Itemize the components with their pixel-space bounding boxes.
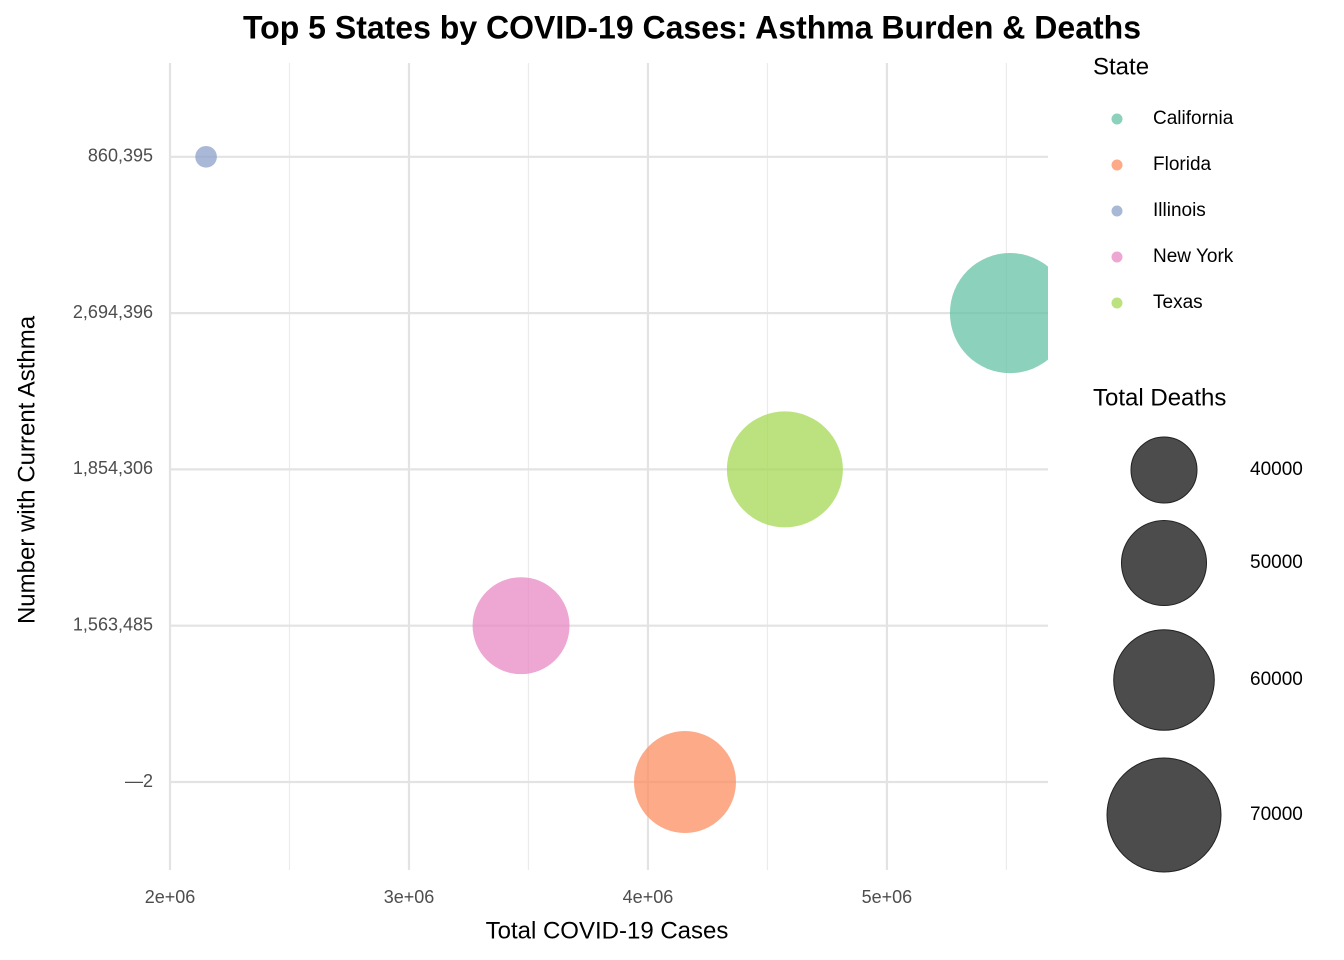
x-tick-label: 5e+06 [862,887,913,907]
x-tick-label: 3e+06 [384,887,435,907]
legend-swatch [1111,251,1123,263]
legend-swatch [1111,297,1123,309]
y-tick-label: 1,854,306 [73,458,153,478]
size-legend-key [1130,436,1198,504]
size-legend-key [1113,629,1215,731]
legend-label: Florida [1153,154,1212,175]
size-legend-label: 50000 [1250,552,1303,573]
size-legend-key [1106,757,1222,873]
x-tick-label: 4e+06 [623,887,674,907]
size-legend-label: 40000 [1250,459,1303,480]
y-tick-label: —2 [125,771,153,791]
legend-swatch [1111,205,1123,217]
legend-label: Texas [1153,292,1203,313]
points [195,145,1048,833]
size-legend-key [1120,519,1208,607]
legend-label: Illinois [1153,200,1206,221]
legend-label: New York [1153,246,1234,267]
bubble [195,145,217,168]
x-tick-label: 2e+06 [145,887,196,907]
bubble [633,731,736,833]
size-legend-label: 70000 [1250,804,1303,825]
legend-swatch [1111,113,1123,125]
y-tick-label: 860,395 [88,146,153,166]
legend-label: California [1153,108,1234,129]
bubble [472,577,570,675]
bubble [726,411,843,528]
legend-title: State [1093,53,1149,80]
chart-title: Top 5 States by COVID-19 Cases: Asthma B… [243,9,1141,45]
y-axis-title: Number with Current Asthma [13,315,40,624]
x-axis-title: Total COVID-19 Cases [486,917,729,944]
legend-title: Total Deaths [1093,384,1226,411]
y-tick-label: 2,694,396 [73,302,153,322]
grid [168,63,1048,870]
legend-swatch [1111,159,1123,171]
y-tick-label: 1,563,485 [73,614,153,634]
bubble [949,253,1048,374]
size-legend-label: 60000 [1250,669,1303,690]
